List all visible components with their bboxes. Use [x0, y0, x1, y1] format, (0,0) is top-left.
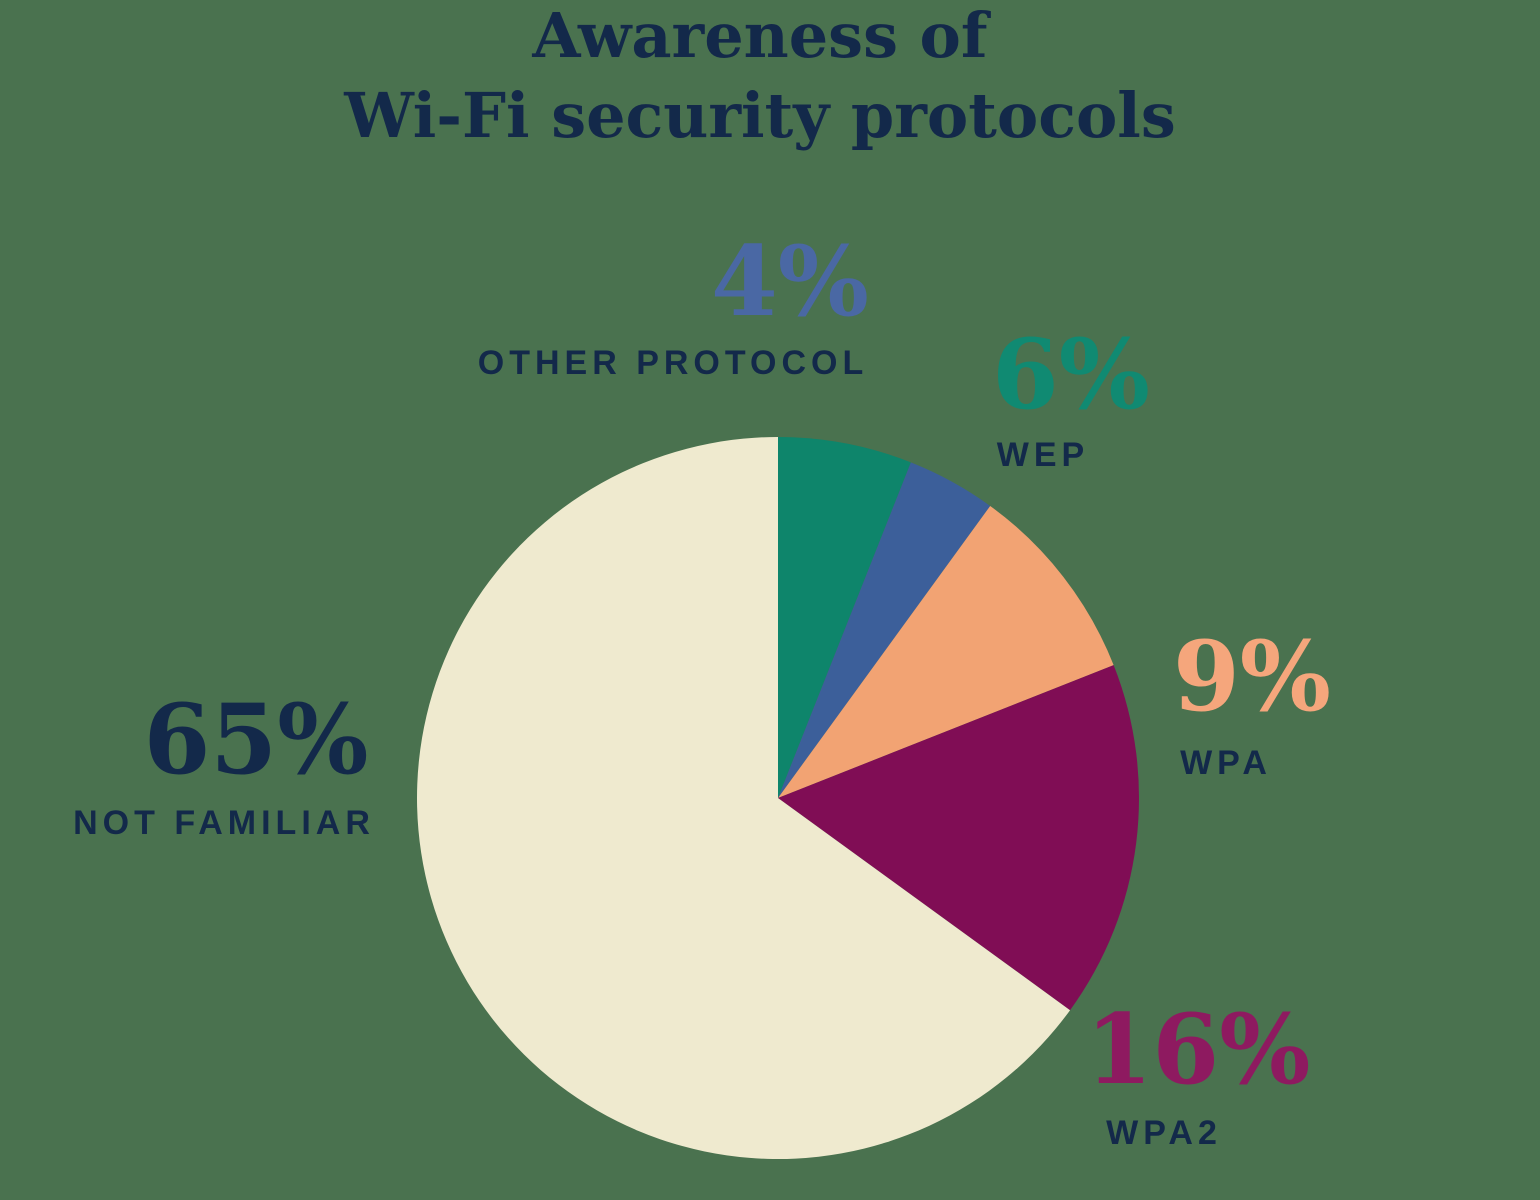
callout-wep-label: WEP — [996, 436, 1090, 474]
callout-other-protocol-percent: 4% — [710, 225, 870, 338]
pie-slice-not-familiar — [417, 437, 1071, 1159]
page-title-line2: Wi-Fi security protocols — [344, 79, 1176, 152]
callout-wpa2-percent: 16% — [1085, 993, 1311, 1106]
callout-wpa-percent: 9% — [1172, 620, 1332, 733]
callout-wpa-label: WPA — [1180, 744, 1272, 782]
pie-slice-other-protocol — [778, 462, 991, 798]
pie-slice-wep — [778, 437, 911, 798]
pie-slice-wpa — [778, 505, 1114, 798]
callout-wpa2-label: WPA2 — [1106, 1114, 1222, 1152]
callout-other-protocol-label: OTHER PROTOCOL — [477, 344, 869, 382]
pie-slice-wpa2 — [778, 665, 1140, 1011]
callout-not-familiar-percent: 65% — [143, 683, 369, 796]
callout-wep-percent: 6% — [991, 318, 1151, 431]
page-title: Awareness of Wi-Fi security protocols — [0, 0, 1520, 156]
callout-not-familiar-label: NOT FAMILIAR — [73, 804, 375, 842]
page-title-line1: Awareness of — [532, 0, 988, 72]
